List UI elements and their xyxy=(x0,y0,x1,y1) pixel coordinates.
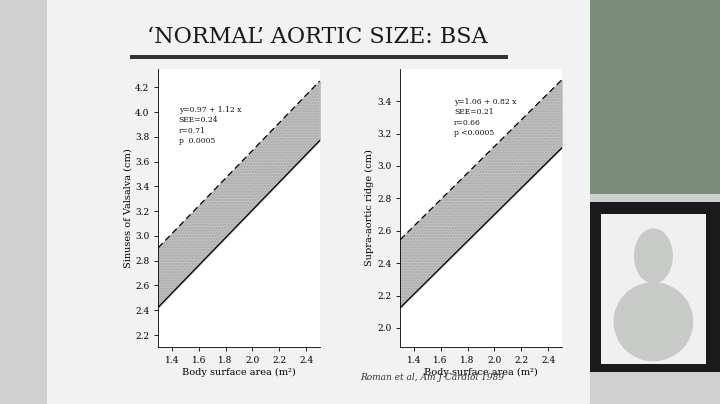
Text: ‘NORMAL’ AORTIC SIZE: BSA: ‘NORMAL’ AORTIC SIZE: BSA xyxy=(147,26,487,48)
Y-axis label: Sinuses of Valsalva (cm): Sinuses of Valsalva (cm) xyxy=(123,148,132,268)
Circle shape xyxy=(634,229,672,283)
X-axis label: Body surface area (m²): Body surface area (m²) xyxy=(182,368,296,377)
Text: y=1.06 + 0.82 x
SEE=0.21
r=0.66
p <0.0005: y=1.06 + 0.82 x SEE=0.21 r=0.66 p <0.000… xyxy=(454,98,516,137)
Text: Roman et al, Am J Cardiol 1989: Roman et al, Am J Cardiol 1989 xyxy=(360,373,504,382)
X-axis label: Body surface area (m²): Body surface area (m²) xyxy=(424,368,538,377)
Y-axis label: Supra-aortic ridge (cm): Supra-aortic ridge (cm) xyxy=(365,149,374,267)
Ellipse shape xyxy=(614,283,693,361)
Text: y=0.97 + 1.12 x
SEE=0.24
r=0.71
p  0.0005: y=0.97 + 1.12 x SEE=0.24 r=0.71 p 0.0005 xyxy=(179,106,241,145)
